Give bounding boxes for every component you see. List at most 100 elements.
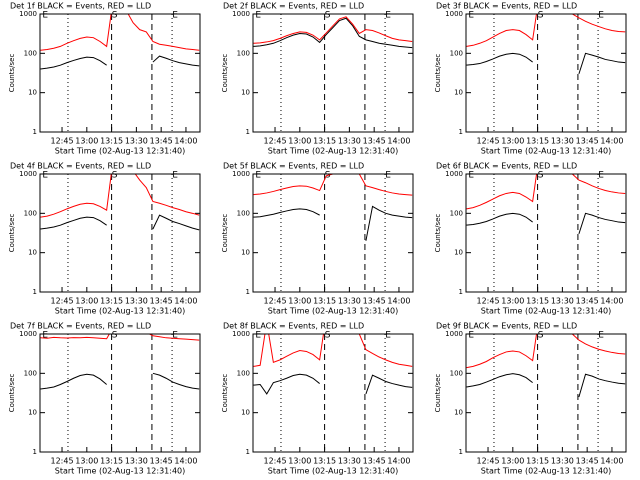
y-tick-label: 10	[454, 409, 463, 417]
event-label: S	[325, 11, 331, 21]
panel-title: Det 4f BLACK = Events, RED = LLD	[10, 162, 151, 171]
event-label: E	[42, 331, 48, 341]
plot-frame	[465, 173, 627, 293]
panel-title: Det 5f BLACK = Events, RED = LLD	[223, 162, 364, 171]
y-tick-label: 100	[24, 49, 37, 57]
event-label: E	[598, 331, 604, 341]
event-label: E	[468, 171, 474, 181]
panel: Det 5f BLACK = Events, RED = LLD Counts/s…	[221, 162, 414, 316]
x-axis-label: Start Time (02-Aug-13 12:31:40)	[55, 307, 186, 316]
x-axis-label: Start Time (02-Aug-13 12:31:40)	[481, 147, 612, 156]
y-tick-label: 100	[237, 369, 250, 377]
event-label: S	[112, 331, 118, 341]
x-tick-label: 12:45	[263, 457, 286, 466]
y-tick-label: 10	[241, 409, 250, 417]
panel: Det 1f BLACK = Events, RED = LLD Counts/s…	[8, 2, 201, 156]
x-tick-label: 13:15	[313, 457, 336, 466]
event-label: E	[385, 331, 391, 341]
x-tick-label: 13:45	[576, 297, 599, 306]
event-label: E	[598, 171, 604, 181]
event-label: S	[538, 11, 544, 21]
data-line	[253, 205, 413, 241]
y-tick-label: 10	[28, 89, 37, 97]
y-tick-label: 1	[246, 128, 250, 136]
y-tick-label: 1000	[19, 10, 37, 18]
x-tick-label: 13:00	[288, 457, 311, 466]
y-axis-label: Counts/sec	[8, 214, 16, 253]
event-label: E	[172, 331, 178, 341]
data-line	[466, 212, 626, 235]
x-tick-label: 14:00	[174, 137, 197, 146]
x-tick-label: 13:00	[501, 457, 524, 466]
x-tick-label: 12:45	[50, 457, 73, 466]
event-label: E	[468, 11, 474, 21]
y-tick-label: 1000	[445, 170, 463, 178]
x-tick-label: 14:00	[174, 297, 197, 306]
y-tick-label: 100	[450, 49, 463, 57]
x-tick-label: 13:45	[576, 457, 599, 466]
x-tick-label: 12:45	[263, 137, 286, 146]
x-tick-label: 13:45	[576, 137, 599, 146]
panel-title: Det 8f BLACK = Events, RED = LLD	[223, 322, 364, 331]
x-tick-label: 13:45	[150, 297, 173, 306]
data-line	[40, 372, 200, 390]
data-line	[253, 373, 413, 395]
panel-title: Det 1f BLACK = Events, RED = LLD	[10, 2, 151, 11]
x-tick-label: 12:45	[476, 137, 499, 146]
x-tick-label: 13:30	[551, 137, 574, 146]
y-tick-label: 100	[450, 369, 463, 377]
event-label: E	[255, 171, 261, 181]
y-tick-label: 1000	[445, 330, 463, 338]
x-tick-label: 13:30	[338, 297, 361, 306]
x-tick-label: 13:15	[526, 457, 549, 466]
y-axis-label: Counts/sec	[434, 214, 442, 253]
x-axis-label: Start Time (02-Aug-13 12:31:40)	[481, 467, 612, 476]
panel: Det 6f BLACK = Events, RED = LLD Counts/s…	[434, 162, 627, 316]
event-label: E	[468, 331, 474, 341]
plot-frame	[252, 173, 414, 293]
plot-frame	[252, 333, 414, 453]
data-line	[253, 16, 413, 44]
x-tick-label: 13:45	[363, 137, 386, 146]
event-label: S	[112, 11, 118, 21]
x-tick-label: 13:45	[150, 137, 173, 146]
y-tick-label: 10	[28, 409, 37, 417]
x-tick-label: 13:15	[313, 297, 336, 306]
x-tick-label: 13:00	[288, 297, 311, 306]
panel-title: Det 2f BLACK = Events, RED = LLD	[223, 2, 364, 11]
x-tick-label: 14:00	[600, 297, 623, 306]
x-tick-label: 13:15	[100, 457, 123, 466]
event-label: E	[172, 171, 178, 181]
panel-title: Det 9f BLACK = Events, RED = LLD	[436, 322, 577, 331]
x-axis-label: Start Time (02-Aug-13 12:31:40)	[268, 467, 399, 476]
y-tick-label: 1	[459, 448, 463, 456]
event-label: S	[538, 331, 544, 341]
x-axis-label: Start Time (02-Aug-13 12:31:40)	[55, 147, 186, 156]
event-label: E	[172, 11, 178, 21]
x-tick-label: 12:45	[476, 457, 499, 466]
y-tick-label: 1000	[232, 170, 250, 178]
panel-title: Det 7f BLACK = Events, RED = LLD	[10, 322, 151, 331]
x-tick-label: 14:00	[387, 137, 410, 146]
x-tick-label: 13:15	[526, 297, 549, 306]
x-tick-label: 13:00	[288, 137, 311, 146]
y-tick-label: 100	[237, 49, 250, 57]
y-tick-label: 100	[24, 209, 37, 217]
x-tick-label: 14:00	[387, 297, 410, 306]
x-axis-label: Start Time (02-Aug-13 12:31:40)	[481, 307, 612, 316]
x-axis-label: Start Time (02-Aug-13 12:31:40)	[268, 307, 399, 316]
x-tick-label: 13:15	[313, 137, 336, 146]
data-line	[466, 52, 626, 75]
y-axis-label: Counts/sec	[434, 374, 442, 413]
y-axis-label: Counts/sec	[8, 54, 16, 93]
x-tick-label: 13:15	[526, 137, 549, 146]
y-tick-label: 1000	[232, 330, 250, 338]
y-tick-label: 1000	[232, 10, 250, 18]
x-tick-label: 13:00	[501, 137, 524, 146]
panel: Det 8f BLACK = Events, RED = LLD Counts/s…	[221, 322, 414, 476]
x-tick-label: 13:00	[75, 457, 98, 466]
y-tick-label: 1	[33, 288, 37, 296]
data-line	[253, 334, 413, 367]
